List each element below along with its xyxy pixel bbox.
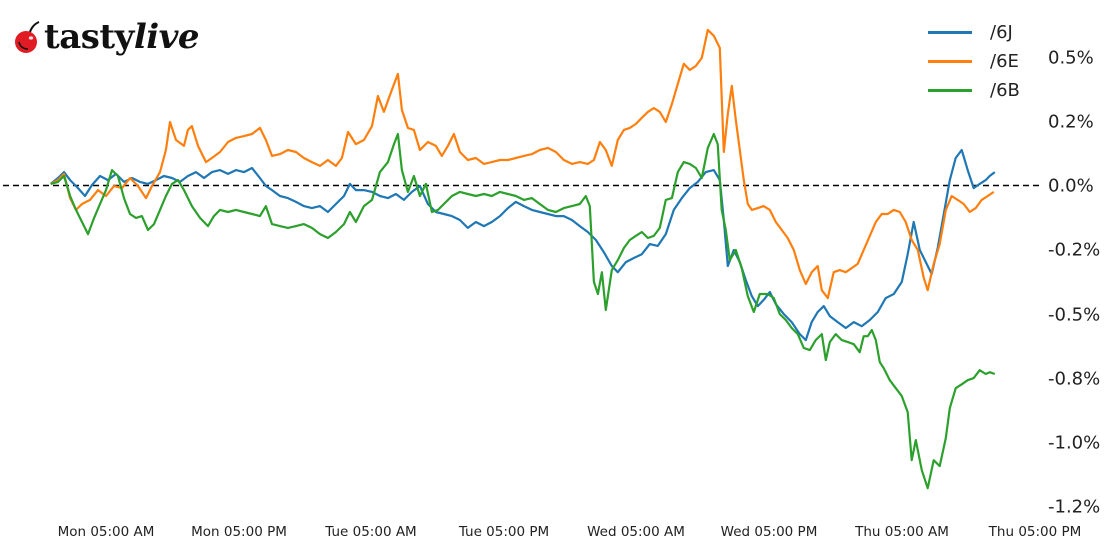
series-line-6e: [50, 28, 995, 300]
y-tick-label: -0.8%: [1048, 368, 1101, 390]
x-tick-label: Thu 05:00 AM: [855, 524, 949, 540]
y-tick-label: -0.2%: [1048, 239, 1101, 261]
x-tick-label: Tue 05:00 AM: [325, 524, 417, 540]
legend-item-6e: /6E: [928, 47, 1020, 76]
tastylive-logo: tastylive: [12, 14, 200, 60]
x-tick-label: Mon 05:00 PM: [191, 524, 287, 540]
y-tick-label: -0.5%: [1048, 304, 1101, 326]
y-tick-label: 0.2%: [1048, 111, 1094, 133]
legend-label-6j: /6J: [990, 22, 1013, 43]
y-tick-label: -1.0%: [1048, 432, 1101, 454]
brand-wordmark: tastylive: [44, 17, 200, 57]
x-tick-label: Wed 05:00 PM: [720, 524, 818, 540]
y-tick-label: -1.2%: [1048, 496, 1101, 518]
x-tick-label: Wed 05:00 AM: [587, 524, 685, 540]
series-line-6b: [50, 132, 996, 490]
x-tick-label: Tue 05:00 PM: [458, 524, 550, 540]
series-line-6j: [50, 148, 996, 342]
legend-item-6j: /6J: [928, 18, 1020, 47]
legend-swatch-6b: [928, 89, 972, 92]
series-layer: [50, 28, 996, 490]
legend-label-6b: /6B: [990, 80, 1020, 101]
legend-swatch-6e: [928, 60, 972, 63]
brand-suffix: live: [133, 17, 200, 57]
legend-item-6b: /6B: [928, 76, 1020, 105]
legend-label-6e: /6E: [990, 51, 1019, 72]
x-tick-label: Thu 05:00 PM: [988, 524, 1082, 540]
x-tick-label: Mon 05:00 AM: [57, 524, 155, 540]
chart-legend: /6J /6E /6B: [928, 18, 1020, 105]
y-tick-label: 0.5%: [1048, 47, 1094, 69]
legend-swatch-6j: [928, 31, 972, 34]
y-tick-label: 0.0%: [1048, 175, 1094, 197]
cherry-icon: [15, 21, 40, 53]
brand-prefix: tasty: [44, 17, 134, 57]
